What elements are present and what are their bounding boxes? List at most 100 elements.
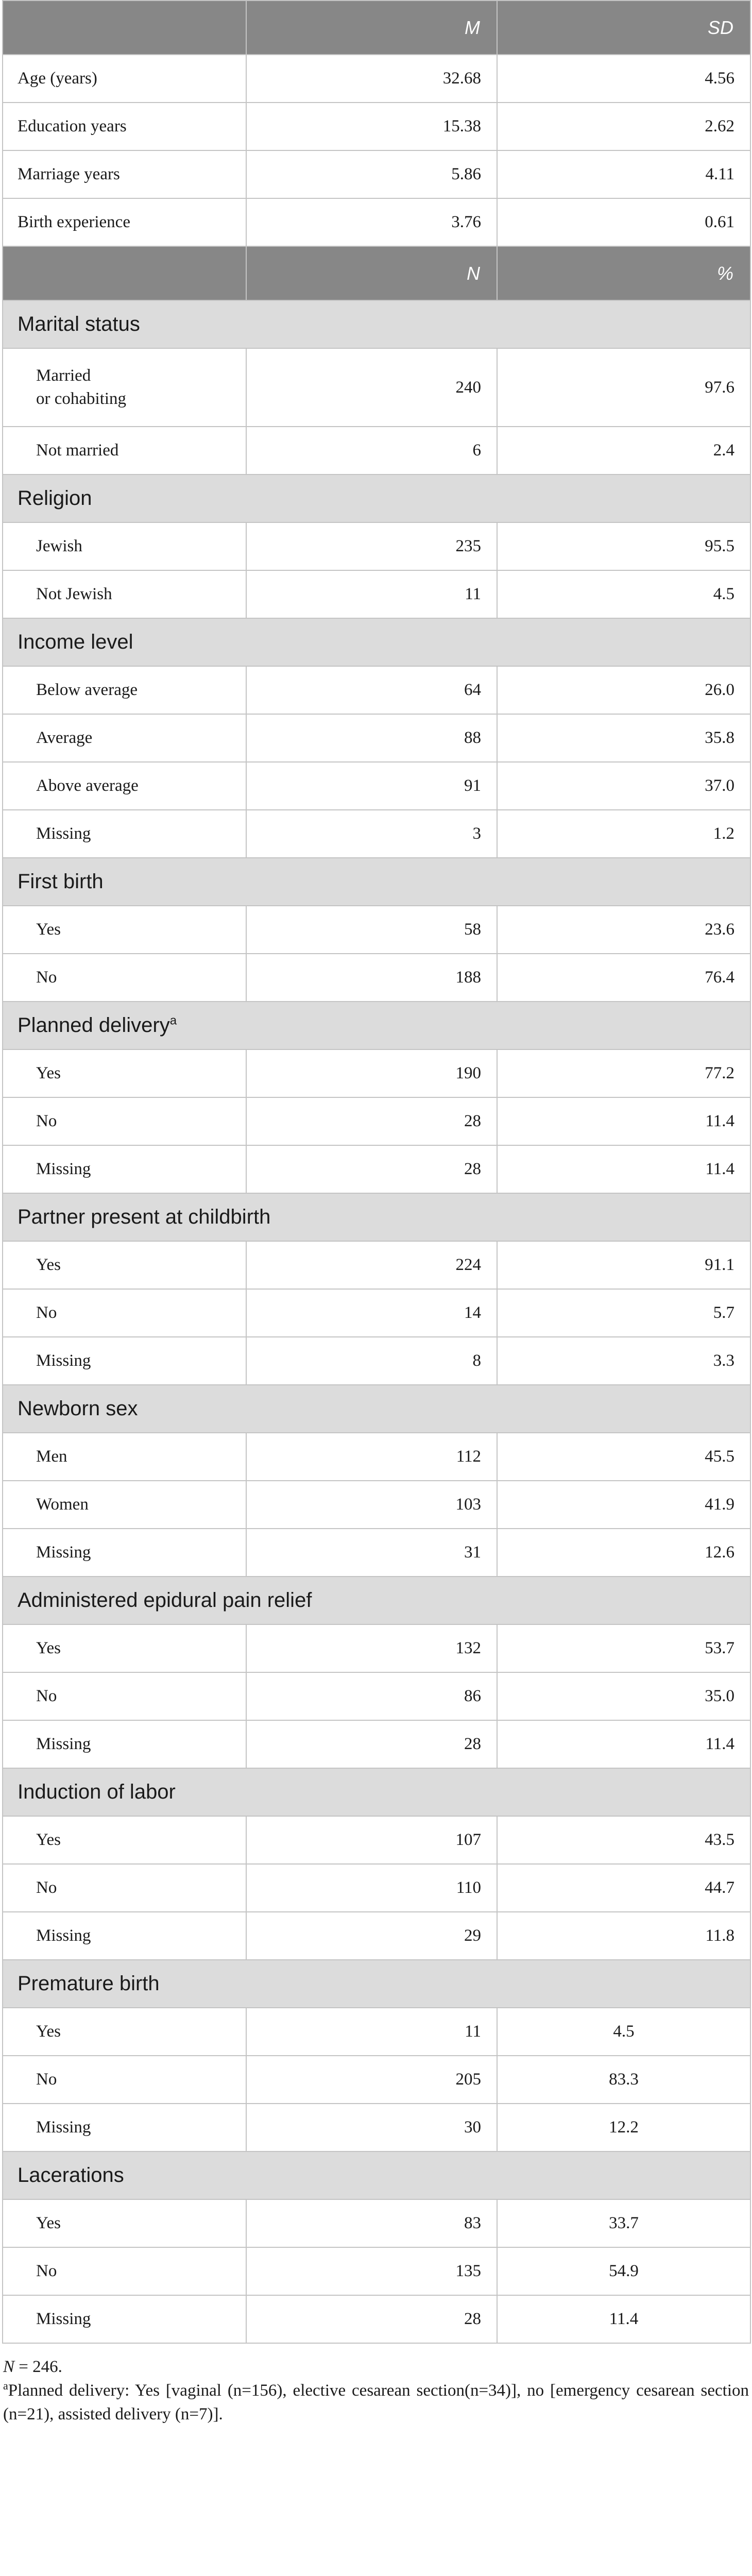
category-title: Marital status bbox=[2, 300, 751, 349]
row-count: 30 bbox=[246, 2103, 498, 2152]
row-percent: 11.4 bbox=[497, 1720, 751, 1769]
table-row: Yes 190 77.2 bbox=[2, 1049, 751, 1098]
row-percent: 1.2 bbox=[497, 809, 751, 858]
row-count: 86 bbox=[246, 1672, 498, 1721]
row-count: 3 bbox=[246, 809, 498, 858]
category-row: Income level bbox=[2, 618, 751, 667]
row-percent: 33.7 bbox=[497, 2199, 751, 2248]
table-row: Yes 11 4.5 bbox=[2, 2007, 751, 2056]
row-count: 64 bbox=[246, 666, 498, 715]
row-percent: 53.7 bbox=[497, 1624, 751, 1673]
row-label: Average bbox=[2, 714, 247, 762]
category-title: Lacerations bbox=[2, 2151, 751, 2200]
table-row: Birth experience 3.76 0.61 bbox=[2, 198, 751, 247]
category-title: Partner present at childbirth bbox=[2, 1193, 751, 1242]
category-row: Newborn sex bbox=[2, 1384, 751, 1433]
header-sd: SD bbox=[497, 0, 751, 55]
row-percent: 26.0 bbox=[497, 666, 751, 715]
row-count: 29 bbox=[246, 1911, 498, 1960]
footnote: aPlanned delivery: Yes [vaginal (n=156),… bbox=[3, 2379, 749, 2426]
table-row: Missing 8 3.3 bbox=[2, 1336, 751, 1385]
row-percent: 41.9 bbox=[497, 1480, 751, 1529]
category-title-text: Administered epidural pain relief bbox=[18, 1589, 312, 1612]
row-count: 14 bbox=[246, 1289, 498, 1337]
table-row: Not married 6 2.4 bbox=[2, 426, 751, 475]
row-count: 224 bbox=[246, 1241, 498, 1290]
row-percent: 44.7 bbox=[497, 1863, 751, 1912]
category-row: Induction of labor bbox=[2, 1768, 751, 1817]
category-row: Religion bbox=[2, 474, 751, 523]
row-count: 28 bbox=[246, 1720, 498, 1769]
row-label: Marriage years bbox=[2, 150, 247, 199]
table-row: No 28 11.4 bbox=[2, 1097, 751, 1146]
row-percent: 12.6 bbox=[497, 1528, 751, 1577]
row-label: Missing bbox=[2, 1720, 247, 1769]
row-count: 91 bbox=[246, 761, 498, 810]
row-percent: 35.0 bbox=[497, 1672, 751, 1721]
table-row: Men 112 45.5 bbox=[2, 1432, 751, 1481]
row-percent: 97.6 bbox=[497, 348, 751, 427]
row-count: 88 bbox=[246, 714, 498, 762]
category-row: Administered epidural pain relief bbox=[2, 1576, 751, 1625]
row-percent: 4.5 bbox=[497, 570, 751, 619]
header-blank-cell bbox=[2, 246, 247, 301]
table-notes: N = 246. aPlanned delivery: Yes [vaginal… bbox=[0, 2344, 752, 2427]
row-label: No bbox=[2, 2247, 247, 2296]
row-count: 205 bbox=[246, 2055, 498, 2104]
table-row: No 110 44.7 bbox=[2, 1863, 751, 1912]
row-count: 11 bbox=[246, 570, 498, 619]
row-count: 240 bbox=[246, 348, 498, 427]
table-row: Yes 83 33.7 bbox=[2, 2199, 751, 2248]
row-count: 28 bbox=[246, 1097, 498, 1146]
row-label: Age (years) bbox=[2, 54, 247, 103]
row-label: Women bbox=[2, 1480, 247, 1529]
row-label: Not Jewish bbox=[2, 570, 247, 619]
table-row: No 14 5.7 bbox=[2, 1289, 751, 1337]
row-mean: 32.68 bbox=[246, 54, 498, 103]
category-title-text: Lacerations bbox=[18, 2164, 124, 2187]
row-label: Missing bbox=[2, 1911, 247, 1960]
row-count: 110 bbox=[246, 1863, 498, 1912]
category-title-text: Income level bbox=[18, 631, 133, 653]
row-label: Missing bbox=[2, 1145, 247, 1194]
table-row: Yes 58 23.6 bbox=[2, 905, 751, 954]
row-percent: 4.5 bbox=[497, 2007, 751, 2056]
table-row: Missing 28 11.4 bbox=[2, 2295, 751, 2344]
category-row: Lacerations bbox=[2, 2151, 751, 2200]
row-label: Married or cohabiting bbox=[2, 348, 247, 427]
table-row: Marriage years 5.86 4.11 bbox=[2, 150, 751, 199]
header-m: M bbox=[246, 0, 498, 55]
row-percent: 11.8 bbox=[497, 1911, 751, 1960]
table-row: Missing 29 11.8 bbox=[2, 1911, 751, 1960]
row-percent: 11.4 bbox=[497, 1145, 751, 1194]
category-title: Premature birth bbox=[2, 1959, 751, 2008]
table-row: Age (years) 32.68 4.56 bbox=[2, 54, 751, 103]
row-percent: 23.6 bbox=[497, 905, 751, 954]
category-row: Partner present at childbirth bbox=[2, 1193, 751, 1242]
row-percent: 91.1 bbox=[497, 1241, 751, 1290]
row-label: Yes bbox=[2, 1049, 247, 1098]
row-label: No bbox=[2, 1289, 247, 1337]
table-row: Missing 28 11.4 bbox=[2, 1720, 751, 1769]
category-title: Income level bbox=[2, 618, 751, 667]
table-row: Below average 64 26.0 bbox=[2, 666, 751, 715]
category-title: Induction of labor bbox=[2, 1768, 751, 1817]
table-row: Jewish 235 95.5 bbox=[2, 522, 751, 571]
row-percent: 37.0 bbox=[497, 761, 751, 810]
footnote-marker: a bbox=[169, 1013, 177, 1028]
row-percent: 11.4 bbox=[497, 2295, 751, 2344]
table-row: Women 103 41.9 bbox=[2, 1480, 751, 1529]
row-sd: 0.61 bbox=[497, 198, 751, 247]
row-count: 112 bbox=[246, 1432, 498, 1481]
row-percent: 5.7 bbox=[497, 1289, 751, 1337]
row-label: Yes bbox=[2, 1816, 247, 1865]
row-percent: 77.2 bbox=[497, 1049, 751, 1098]
table-row: Yes 132 53.7 bbox=[2, 1624, 751, 1673]
category-title: Newborn sex bbox=[2, 1384, 751, 1433]
row-label: No bbox=[2, 953, 247, 1002]
row-label: No bbox=[2, 1672, 247, 1721]
category-title-text: Induction of labor bbox=[18, 1781, 176, 1803]
header-n: N bbox=[246, 246, 498, 301]
row-percent: 76.4 bbox=[497, 953, 751, 1002]
table-row: No 205 83.3 bbox=[2, 2055, 751, 2104]
